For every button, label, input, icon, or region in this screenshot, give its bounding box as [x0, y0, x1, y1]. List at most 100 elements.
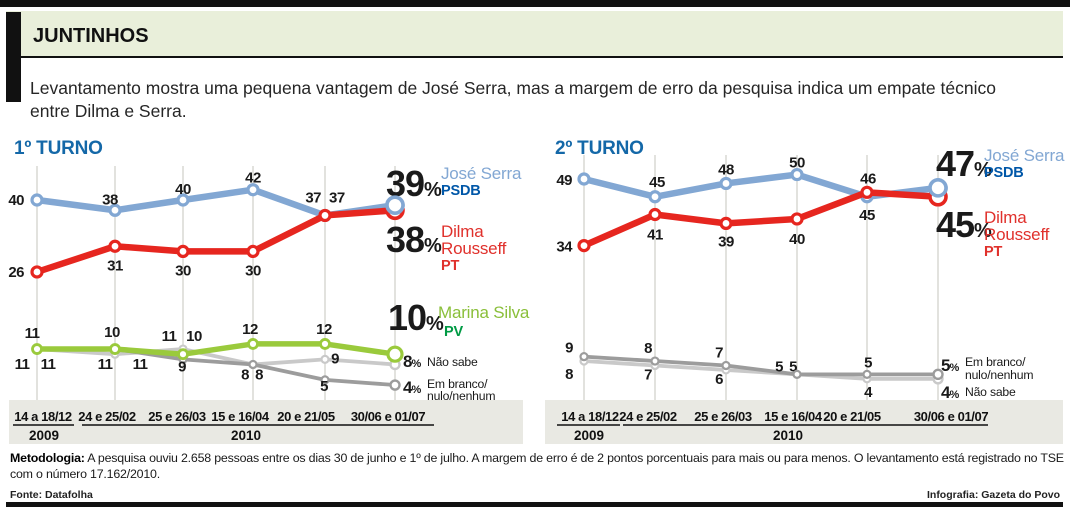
- value-label: 41: [647, 227, 663, 244]
- methodology: Metodologia: A pesquisa ouviu 2.658 pess…: [10, 450, 1065, 482]
- value-label: 8: [644, 340, 652, 357]
- final-percent-label: 47%: [936, 143, 992, 184]
- value-label: 30: [245, 262, 261, 279]
- value-label: 7: [715, 344, 723, 361]
- value-label: 11: [162, 328, 177, 345]
- data-point: [108, 203, 122, 217]
- x-axis-date-label: 14 a 18/12: [561, 409, 619, 424]
- data-point: [719, 176, 733, 191]
- value-label: 12: [242, 321, 258, 338]
- data-point: [247, 338, 259, 350]
- legend-party: PSDB: [984, 165, 1024, 181]
- infographic-credit: Infografia: Gazeta do Povo: [926, 489, 1060, 501]
- data-point: [246, 244, 260, 258]
- x-axis-date-label: 15 e 16/04: [211, 409, 270, 424]
- top-black-bar: [0, 0, 1070, 7]
- value-label: 6: [715, 371, 723, 388]
- data-point: [30, 265, 44, 279]
- data-point: [108, 239, 122, 253]
- series-line: [582, 359, 940, 381]
- legend-name: Dilma: [441, 222, 484, 241]
- data-point: [790, 212, 804, 226]
- final-percent-label: 5%: [941, 356, 959, 375]
- value-label: 7: [644, 366, 652, 383]
- value-label: 9: [178, 358, 186, 375]
- source-credit: Fonte: Datafolha: [10, 489, 93, 501]
- value-label: 11: [133, 356, 148, 373]
- data-point: [177, 348, 189, 361]
- data-point: [30, 193, 44, 207]
- value-label: 26: [8, 264, 24, 281]
- value-label: 11: [15, 356, 30, 373]
- value-label: 12: [316, 321, 332, 338]
- value-label: 46: [860, 170, 876, 187]
- value-label: 9: [331, 350, 339, 367]
- legend-name: Rousseff: [984, 225, 1050, 244]
- data-point: [577, 172, 591, 186]
- final-percent-label: 4%: [403, 378, 421, 397]
- value-label: 34: [556, 239, 573, 256]
- x-axis-date-label: 25 e 26/03: [148, 409, 206, 424]
- series-line: [35, 347, 397, 367]
- data-point: [31, 343, 43, 355]
- value-label: 40: [789, 231, 805, 248]
- legend-party: PSDB: [441, 183, 481, 199]
- legend-party: PT: [441, 258, 459, 274]
- value-label: 11: [25, 325, 40, 342]
- data-point: [577, 239, 591, 253]
- header-left-tab: [6, 12, 21, 102]
- data-point: [932, 368, 944, 381]
- data-point: [320, 375, 330, 385]
- value-label: 10: [186, 328, 202, 345]
- value-label: 40: [8, 192, 24, 209]
- legend-name: Marina Silva: [438, 303, 530, 322]
- series-line: [34, 341, 398, 357]
- data-point: [650, 356, 660, 366]
- x-axis-year-label: 2009: [574, 428, 604, 443]
- x-axis-date-label: 30/06 e 01/07: [914, 409, 988, 424]
- data-point: [176, 244, 190, 258]
- value-label: 5: [775, 358, 783, 375]
- value-label: 9: [565, 340, 573, 357]
- legend-name: nulo/nenhum: [427, 389, 495, 403]
- value-label: 31: [107, 257, 123, 274]
- x-axis-year-label: 2010: [231, 428, 261, 443]
- data-point: [176, 193, 190, 207]
- series-line: [580, 189, 942, 249]
- value-label: 42: [245, 170, 261, 187]
- legend-name: José Serra: [441, 164, 522, 183]
- x-axis-date-label: 25 e 26/03: [694, 409, 752, 424]
- value-label: 48: [718, 161, 734, 178]
- legend-name: Não sabe: [965, 385, 1016, 399]
- legend-name: nulo/nenhum: [965, 368, 1033, 382]
- data-point: [386, 345, 404, 363]
- value-label: 8: [241, 366, 249, 383]
- chart-title: 1º TURNO: [14, 138, 103, 159]
- data-point: [721, 360, 731, 371]
- legend-name: Em branco/: [427, 377, 488, 391]
- data-point: [246, 183, 260, 197]
- x-axis-date-label: 24 e 25/02: [78, 409, 136, 424]
- value-label: 40: [175, 181, 191, 198]
- value-label: 4: [864, 384, 873, 401]
- x-axis-date-label: 30/06 e 01/07: [351, 409, 425, 424]
- x-axis-date-label: 15 e 16/04: [764, 409, 823, 424]
- footline: Fonte: Datafolha Infografia: Gazeta do P…: [10, 489, 1060, 501]
- data-point: [389, 379, 401, 391]
- subtitle: Levantamento mostra uma pequena vantagem…: [30, 78, 996, 121]
- chart-title: 2º TURNO: [555, 138, 644, 159]
- data-point: [719, 216, 733, 230]
- data-point: [862, 369, 872, 379]
- value-label: 38: [102, 191, 118, 208]
- value-label: 45: [859, 207, 875, 224]
- legend-party: PT: [984, 244, 1002, 260]
- x-axis-band: [9, 400, 523, 444]
- data-point: [860, 185, 874, 199]
- x-axis-date-label: 20 e 21/05: [277, 409, 335, 424]
- series-line: [582, 354, 940, 377]
- series-line: [33, 207, 399, 276]
- data-point-final-top: [928, 178, 948, 198]
- bottom-rule: [6, 502, 1063, 507]
- data-point: [790, 167, 804, 182]
- x-axis-date-label: 14 a 18/12: [14, 409, 72, 424]
